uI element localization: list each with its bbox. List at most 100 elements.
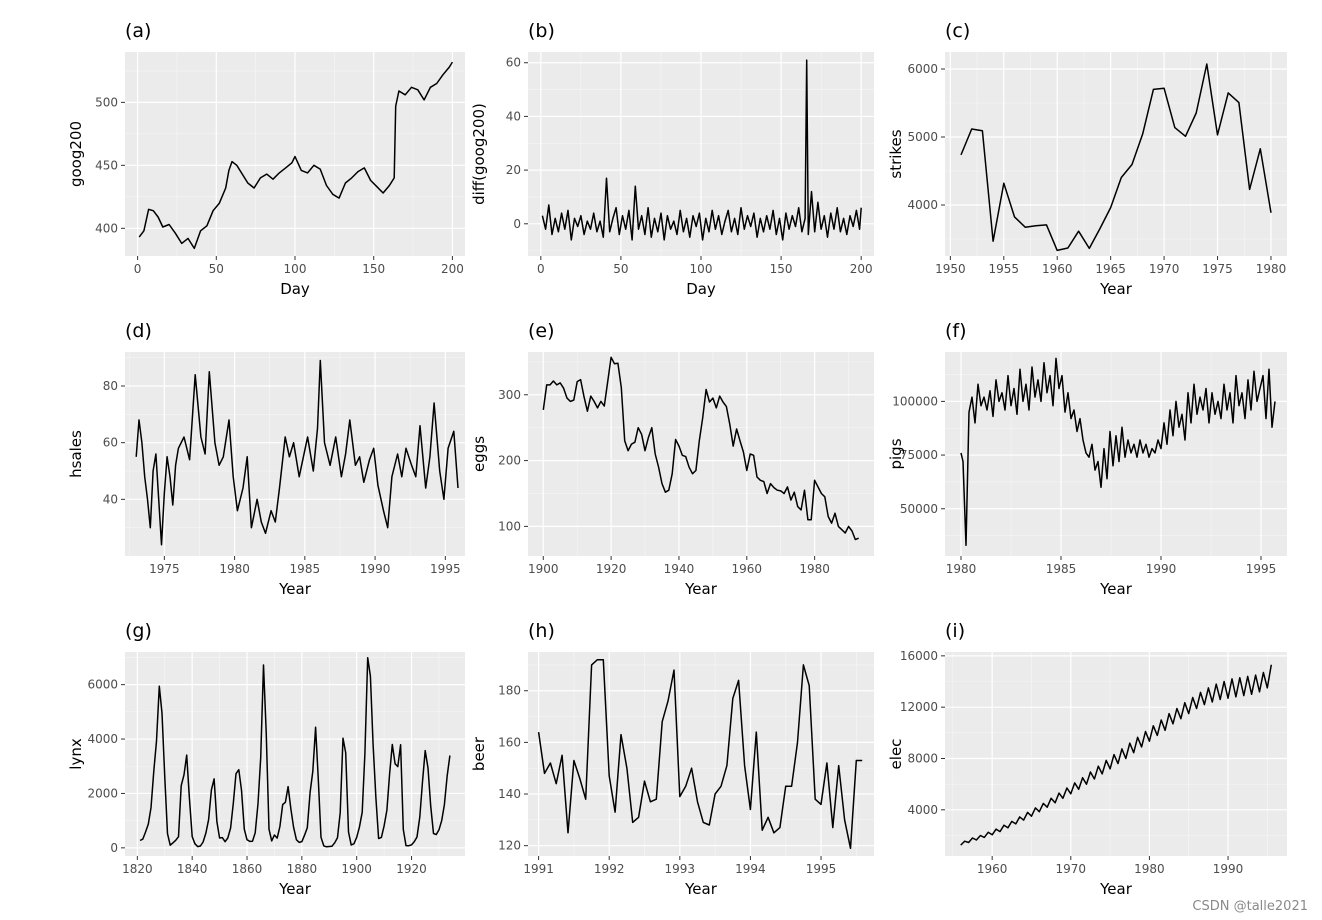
x-tick-label: 1993 — [665, 862, 696, 876]
panel-background — [945, 352, 1287, 556]
x-tick-label: 1990 — [1146, 562, 1177, 576]
watermark-text: CSDN @talle2021 — [1192, 899, 1308, 914]
x-tick-label: 1920 — [396, 862, 427, 876]
y-tick-label: 140 — [498, 787, 521, 801]
panel-tag: (f) — [945, 320, 967, 342]
y-axis-label: elec — [887, 739, 905, 770]
y-axis-label: eggs — [470, 436, 488, 472]
y-tick-label: 50000 — [900, 502, 938, 516]
x-tick-label: 1970 — [1056, 862, 1087, 876]
x-tick-label: 1980 — [946, 562, 977, 576]
x-tick-label: 1975 — [149, 562, 180, 576]
x-tick-label: 1990 — [360, 562, 391, 576]
panel-a: 0 50 100 150 200 400 450 500 (a) Day goog200 — [67, 20, 465, 298]
x-axis-label: Year — [278, 880, 312, 898]
x-axis-label: Day — [280, 280, 310, 298]
y-tick-label: 40 — [103, 492, 118, 506]
x-tick-label: 0 — [134, 262, 142, 276]
x-tick-label: 1960 — [1042, 262, 1073, 276]
series-line — [541, 59, 862, 241]
panel-background — [528, 352, 874, 556]
series-line — [960, 357, 1276, 547]
x-axis-label: Year — [684, 880, 718, 898]
y-tick-label: 4000 — [907, 803, 938, 817]
x-axis-label: Year — [278, 580, 312, 598]
x-axis-label: Year — [1099, 580, 1133, 598]
x-tick-label: 1880 — [287, 862, 318, 876]
y-tick-label: 6000 — [907, 62, 938, 76]
y-tick-label: 100 — [498, 519, 521, 533]
y-tick-label: 200 — [498, 454, 521, 468]
panel-f: 1980 1985 1990 1995 50000 75000 100000 (f) Year p… — [887, 320, 1287, 598]
x-axis-label: Year — [1099, 280, 1133, 298]
y-tick-label: 60 — [103, 436, 118, 450]
x-tick-label: 1975 — [1202, 262, 1233, 276]
x-tick-label: 50 — [209, 262, 224, 276]
x-tick-label: 50 — [613, 262, 628, 276]
y-tick-label: 400 — [95, 221, 118, 235]
panel-c: 1950 1955 1960 1965 1970 1975 1980 4000 5000 6000… — [887, 20, 1287, 298]
x-tick-label: 1980 — [1134, 862, 1165, 876]
y-axis-label: pigs — [887, 438, 905, 469]
x-tick-label: 1992 — [594, 862, 625, 876]
y-tick-label: 0 — [110, 841, 118, 855]
y-tick-label: 300 — [498, 388, 521, 402]
panel-g: 1820 1840 1860 1880 1900 1920 0 2000 4000 6000 (g)… — [67, 620, 465, 898]
y-tick-label: 60 — [506, 56, 521, 70]
y-tick-label: 20 — [506, 163, 521, 177]
x-tick-label: 1860 — [232, 862, 263, 876]
y-tick-label: 5000 — [907, 130, 938, 144]
x-tick-label: 1980 — [219, 562, 250, 576]
y-tick-label: 80 — [103, 379, 118, 393]
x-tick-label: 0 — [537, 262, 545, 276]
x-tick-label: 1980 — [1256, 262, 1287, 276]
panel-background — [125, 652, 465, 856]
y-tick-label: 450 — [95, 158, 118, 172]
x-axis-label: Year — [1099, 880, 1133, 898]
y-axis-label: hsales — [67, 430, 85, 478]
series-line — [139, 656, 451, 848]
y-axis-label: goog200 — [67, 121, 85, 187]
series-line — [960, 664, 1273, 846]
x-tick-label: 100 — [690, 262, 713, 276]
x-tick-label: 1820 — [122, 862, 153, 876]
panel-tag: (e) — [528, 320, 555, 342]
panel-background — [528, 652, 874, 856]
y-axis-label: beer — [470, 736, 488, 771]
y-tick-label: 0 — [513, 217, 521, 231]
x-tick-label: 1960 — [977, 862, 1008, 876]
y-tick-label: 120 — [498, 839, 521, 853]
panel-background — [945, 652, 1287, 856]
x-tick-label: 200 — [850, 262, 873, 276]
x-tick-label: 1995 — [1246, 562, 1277, 576]
x-tick-label: 1965 — [1095, 262, 1126, 276]
series-line — [135, 359, 459, 546]
x-axis-label: Year — [684, 580, 718, 598]
x-tick-label: 1900 — [528, 562, 559, 576]
x-tick-label: 1955 — [989, 262, 1020, 276]
x-tick-label: 1995 — [430, 562, 461, 576]
y-tick-label: 180 — [498, 684, 521, 698]
y-tick-label: 100000 — [892, 394, 938, 408]
x-tick-label: 150 — [770, 262, 793, 276]
y-tick-label: 2000 — [87, 786, 118, 800]
x-tick-label: 1994 — [735, 862, 766, 876]
x-tick-label: 200 — [441, 262, 464, 276]
panel-i: 1960 1970 1980 1990 4000 8000 12000 16000 (i) Yea… — [887, 620, 1287, 898]
y-tick-label: 500 — [95, 95, 118, 109]
x-tick-label: 1995 — [806, 862, 837, 876]
y-tick-label: 12000 — [900, 700, 938, 714]
panel-tag: (d) — [125, 320, 152, 342]
series-line — [960, 63, 1272, 252]
x-tick-label: 1970 — [1149, 262, 1180, 276]
x-tick-label: 1920 — [596, 562, 627, 576]
y-tick-label: 6000 — [87, 678, 118, 692]
panel-tag: (a) — [125, 20, 151, 42]
x-tick-label: 1991 — [523, 862, 554, 876]
y-tick-label: 16000 — [900, 649, 938, 663]
x-tick-label: 100 — [284, 262, 307, 276]
y-tick-label: 40 — [506, 109, 521, 123]
series-line — [537, 658, 863, 850]
y-axis-label: lynx — [67, 738, 85, 770]
